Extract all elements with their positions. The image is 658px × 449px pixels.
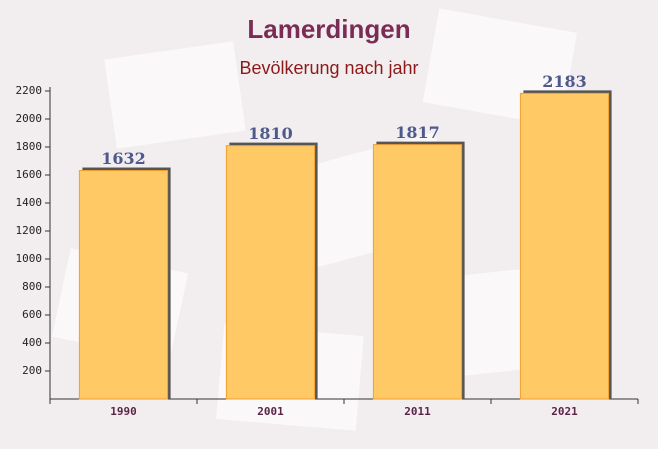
bar: [78, 170, 169, 400]
value-label: 2183: [542, 72, 587, 91]
y-tick-label: 2000: [16, 112, 43, 125]
y-tick-label: 1000: [16, 252, 43, 265]
chart-subtitle: Bevölkerung nach jahr: [239, 58, 418, 78]
x-tick-label: 2021: [551, 405, 578, 418]
y-tick-label: 400: [22, 336, 42, 349]
bar: [372, 144, 463, 400]
x-tick-label: 2011: [404, 405, 431, 418]
y-tick-label: 800: [22, 280, 42, 293]
bar: [519, 92, 610, 400]
y-tick-label: 1400: [16, 196, 43, 209]
x-tick-label: 2001: [257, 405, 284, 418]
chart-title: Lamerdingen: [247, 14, 410, 44]
x-tick-label: 1990: [110, 405, 137, 418]
y-tick-label: 1800: [16, 140, 43, 153]
bar: [225, 145, 316, 400]
y-tick-label: 1200: [16, 224, 43, 237]
y-tick-label: 1600: [16, 168, 43, 181]
y-tick-label: 600: [22, 308, 42, 321]
value-label: 1817: [395, 123, 440, 142]
value-label: 1810: [248, 124, 293, 143]
y-tick-label: 2200: [16, 84, 43, 97]
value-label: 1632: [101, 149, 146, 168]
y-tick-label: 200: [22, 364, 42, 377]
